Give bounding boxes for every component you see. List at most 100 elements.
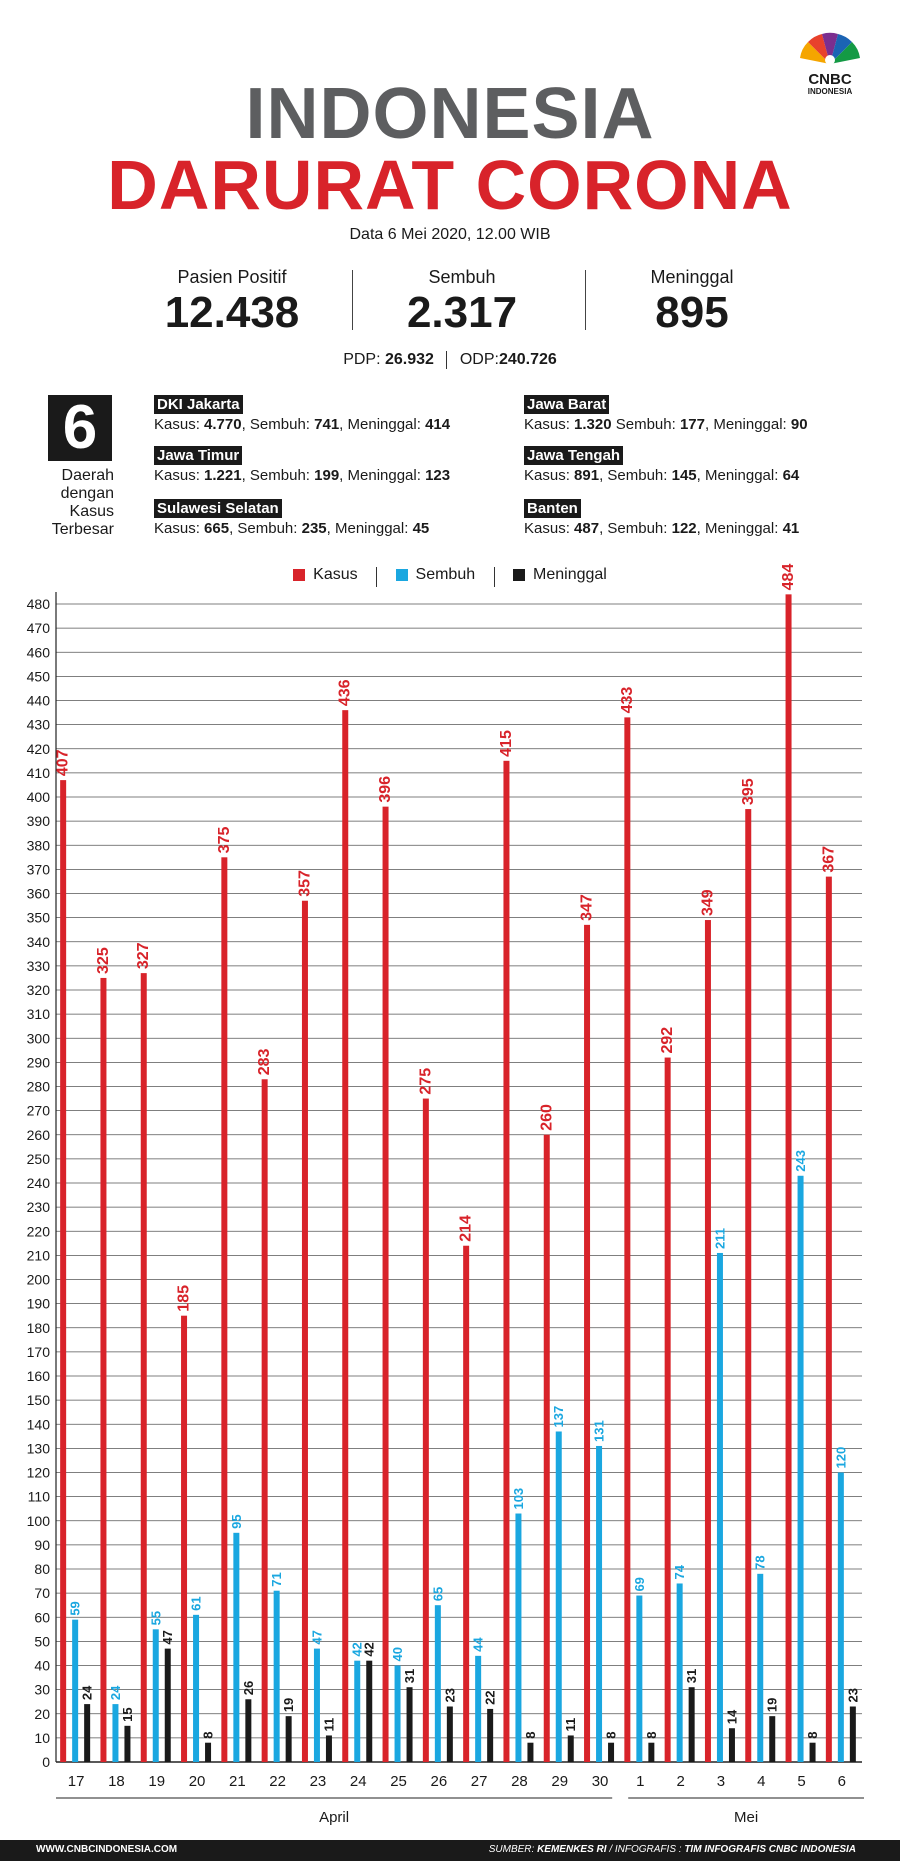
data-label: 19 <box>765 1698 780 1712</box>
region-name: Jawa Timur <box>154 446 243 465</box>
data-label: 59 <box>68 1601 83 1615</box>
y-tick-label: 220 <box>27 1223 51 1239</box>
data-label: 137 <box>551 1406 566 1428</box>
bar-sembuh <box>354 1660 361 1762</box>
y-tick-label: 110 <box>28 1489 51 1505</box>
bar-meninggal <box>849 1706 856 1762</box>
bar-kasus <box>664 1057 671 1762</box>
y-tick-label: 390 <box>27 813 51 829</box>
y-tick-label: 130 <box>27 1440 51 1456</box>
region-count: 6 <box>48 395 112 461</box>
y-tick-label: 460 <box>27 644 51 660</box>
bar-sembuh <box>837 1472 844 1762</box>
stat-label: Pasien Positif <box>177 267 287 287</box>
data-label: 71 <box>269 1572 284 1586</box>
bar-kasus <box>100 977 107 1762</box>
data-label: 61 <box>189 1596 204 1610</box>
month-label: Mei <box>734 1809 758 1826</box>
bar-kasus <box>463 1245 470 1762</box>
caption-line: Daerah <box>61 467 114 484</box>
stat-value: 2.317 <box>406 288 518 337</box>
y-tick-label: 410 <box>27 765 51 781</box>
y-tick-label: 310 <box>27 1006 51 1022</box>
bar-meninggal <box>769 1716 776 1762</box>
bar-meninggal <box>487 1708 494 1762</box>
bar-sembuh <box>233 1532 240 1762</box>
y-tick-label: 260 <box>27 1127 51 1143</box>
stat-value: 895 <box>655 288 729 337</box>
y-tick-label: 440 <box>27 693 51 709</box>
data-label: 433 <box>619 687 636 714</box>
y-tick-label: 0 <box>42 1754 50 1770</box>
bar-kasus <box>181 1315 188 1762</box>
data-label: 47 <box>309 1630 324 1644</box>
bar-kasus <box>382 806 389 1762</box>
data-label: 95 <box>229 1514 244 1528</box>
bar-kasus <box>584 924 591 1762</box>
data-label: 24 <box>108 1685 123 1700</box>
data-label: 15 <box>120 1707 135 1721</box>
data-label: 407 <box>55 749 72 776</box>
data-label: 42 <box>362 1642 377 1656</box>
y-tick-label: 240 <box>27 1175 51 1191</box>
bar-kasus <box>745 809 752 1762</box>
divider <box>493 566 495 587</box>
data-label: 23 <box>845 1688 860 1702</box>
region-jawa-timur: Jawa Timur Kasus: 1.221, Sembuh: 199, Me… <box>154 446 451 484</box>
data-label: 436 <box>337 679 354 706</box>
x-tick-label: 18 <box>108 1773 125 1790</box>
y-tick-label: 50 <box>34 1633 50 1649</box>
divider <box>585 270 586 330</box>
stat-deaths: Meninggal 895 <box>582 267 802 336</box>
bar-sembuh <box>636 1595 643 1762</box>
bar-kasus <box>785 594 792 1762</box>
bar-meninggal <box>366 1660 373 1762</box>
caption-line: Terbesar <box>51 521 114 538</box>
region-name: DKI Jakarta <box>154 395 243 414</box>
data-label: 357 <box>296 870 313 897</box>
bar-sembuh <box>515 1513 522 1762</box>
data-label: 325 <box>95 947 112 974</box>
data-label: 31 <box>684 1669 699 1683</box>
logo-subtext: INDONESIA <box>808 87 853 96</box>
data-label: 47 <box>160 1630 175 1644</box>
data-label: 22 <box>483 1690 498 1704</box>
bar-sembuh <box>757 1573 764 1762</box>
y-tick-label: 380 <box>27 837 51 853</box>
y-tick-label: 230 <box>27 1199 51 1215</box>
bar-sembuh <box>716 1252 723 1762</box>
x-tick-label: 4 <box>757 1773 765 1790</box>
y-tick-label: 330 <box>27 958 51 974</box>
y-tick-label: 300 <box>27 1030 51 1046</box>
x-tick-label: 21 <box>229 1773 246 1790</box>
x-tick-label: 5 <box>797 1773 805 1790</box>
data-label: 375 <box>216 827 233 854</box>
bar-meninggal <box>648 1742 655 1762</box>
x-tick-label: 28 <box>511 1773 528 1790</box>
y-tick-label: 140 <box>27 1416 51 1432</box>
legend-swatch <box>395 569 408 581</box>
bar-kasus <box>422 1098 429 1762</box>
caption-line: dengan <box>60 485 114 502</box>
region-name: Banten <box>524 499 581 518</box>
y-tick-label: 430 <box>27 717 51 733</box>
bar-kasus <box>624 717 631 1763</box>
data-label: 185 <box>176 1285 193 1312</box>
bar-meninggal <box>124 1725 131 1762</box>
odp-label: ODP: <box>459 351 499 369</box>
region-name: Jawa Barat <box>524 395 610 414</box>
region-count-caption: Daerah dengan Kasus Terbesar <box>28 467 114 539</box>
bar-kasus <box>704 920 711 1762</box>
data-label: 8 <box>805 1731 820 1738</box>
bar-sembuh <box>434 1605 441 1762</box>
pdp-label: PDP: <box>343 351 381 369</box>
data-label: 26 <box>241 1681 256 1695</box>
data-label: 78 <box>753 1555 768 1569</box>
y-tick-label: 30 <box>34 1682 50 1698</box>
x-tick-label: 22 <box>269 1773 286 1790</box>
y-tick-label: 350 <box>27 910 51 926</box>
y-tick-label: 70 <box>34 1585 50 1601</box>
y-tick-label: 470 <box>27 620 51 636</box>
bar-kasus <box>221 857 228 1762</box>
